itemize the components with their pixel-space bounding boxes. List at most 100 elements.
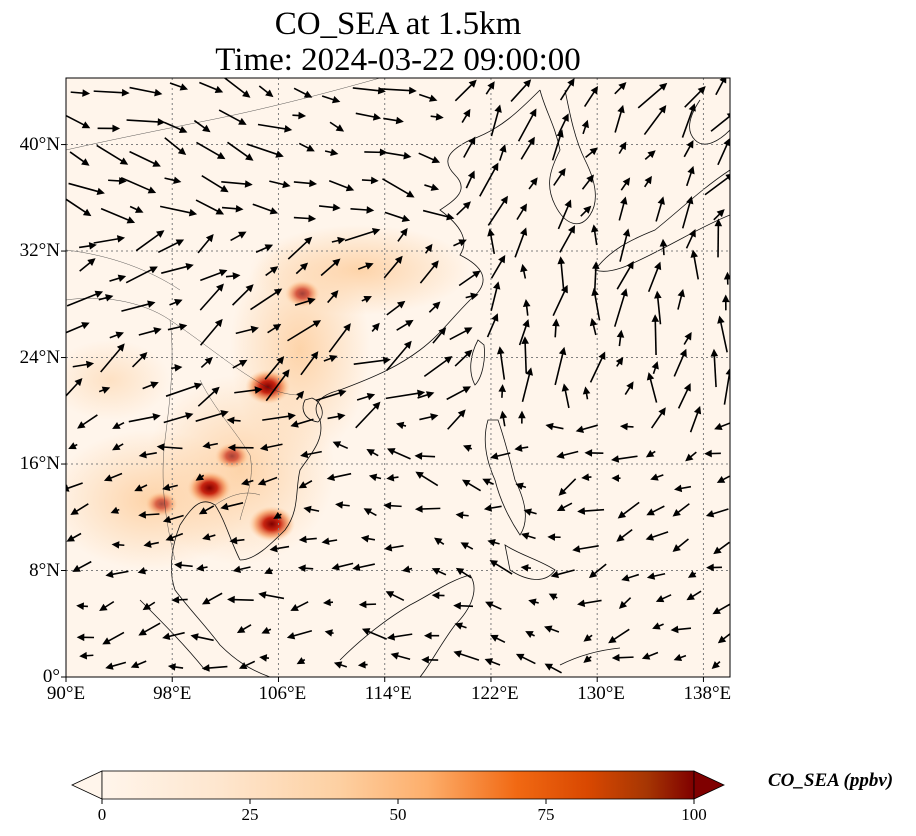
wind-arrow (232, 359, 248, 369)
wind-arrow (618, 196, 628, 221)
lat-tick-label: 16°N (19, 453, 60, 475)
wind-arrow (350, 206, 375, 214)
wind-arrow (643, 105, 667, 136)
wind-arrow (715, 78, 727, 96)
wind-arrow (129, 205, 144, 213)
wind-arrow (447, 409, 466, 430)
wind-arrow (79, 258, 96, 272)
wind-arrow (386, 633, 413, 641)
wind-arrow (613, 288, 628, 327)
coastline-layer (139, 89, 730, 677)
wind-arrow (262, 412, 296, 421)
wind-arrow (273, 511, 282, 519)
wind-arrow (544, 663, 562, 674)
lat-tick-label: 8°N (29, 559, 60, 581)
wind-arrow (521, 367, 534, 403)
wind-arrow (379, 86, 417, 95)
wind-arrow (265, 266, 279, 277)
wind-arrow (162, 483, 178, 492)
colorbar-extend-min (71, 770, 103, 800)
wind-arrow (319, 203, 341, 212)
wind-arrow (641, 651, 659, 660)
lon-tick-label: 106°E (258, 683, 307, 704)
wind-arrow (356, 392, 376, 401)
wind-arrow (142, 601, 156, 611)
wind-arrow (76, 633, 95, 642)
wind-arrow (261, 626, 272, 634)
wind-arrow (714, 218, 723, 258)
wind-arrow (332, 441, 349, 450)
wind-arrow (221, 204, 244, 213)
wind-arrow (195, 473, 205, 481)
wind-arrow (523, 508, 537, 516)
wind-arrow (303, 505, 320, 514)
wind-arrow (199, 81, 224, 93)
wind-arrow (401, 565, 413, 573)
wind-arrow (238, 660, 256, 669)
wind-arrow (458, 270, 481, 287)
wind-arrow (591, 224, 599, 246)
wind-arrow (689, 405, 702, 433)
wind-arrow (125, 266, 158, 284)
hotspot-laos-north (214, 442, 250, 470)
wind-arrow (705, 508, 729, 518)
wind-arrow (201, 664, 228, 672)
wind-arrow (489, 560, 513, 575)
wind-arrow (552, 284, 568, 317)
wind-arrow (324, 629, 334, 637)
wind-arrow (517, 108, 537, 142)
wind-arrow (614, 104, 625, 133)
wind-arrow (446, 386, 471, 401)
wind-arrow (138, 327, 162, 336)
wind-arrow (202, 533, 216, 541)
wind-arrow (199, 283, 224, 311)
wind-arrow (290, 601, 309, 611)
wind-arrow (558, 113, 569, 134)
wind-arrow (326, 472, 352, 482)
wind-arrow (721, 294, 730, 311)
wind-arrow (138, 511, 160, 519)
wind-arrow (66, 377, 83, 398)
wind-arrow (193, 119, 211, 133)
wind-arrow (267, 323, 282, 334)
wind-arrow (510, 79, 532, 102)
wind-arrow (619, 228, 631, 262)
wind-arrow (128, 413, 161, 423)
wind-arrow (499, 410, 508, 427)
colorbar (71, 770, 725, 804)
wind-arrow (617, 501, 640, 519)
wind-arrow (592, 261, 600, 293)
wind-arrow (162, 514, 184, 524)
wind-arrow (321, 95, 341, 104)
wind-arrow (93, 88, 130, 97)
wind-arrow (163, 412, 194, 424)
wind-arrow (265, 369, 290, 402)
wind-arrow (157, 239, 185, 254)
wind-arrow (498, 144, 507, 161)
lat-tick-label: 40°N (19, 133, 60, 155)
wind-arrow (615, 356, 624, 367)
wind-arrow (164, 137, 187, 156)
wind-arrow (618, 141, 627, 155)
lon-tick-label: 122°E (470, 683, 519, 704)
wind-arrow (454, 79, 477, 102)
wind-arrow (687, 570, 697, 578)
wind-arrow (293, 87, 313, 98)
wind-arrow (487, 228, 496, 255)
wind-arrow (143, 540, 159, 548)
wind-arrow (66, 193, 92, 217)
wind-arrow (422, 209, 455, 221)
wind-arrow (577, 507, 605, 515)
wind-arrow (162, 631, 185, 641)
wind-arrow (383, 501, 402, 510)
wind-arrow (584, 449, 604, 457)
wind-arrow (383, 255, 403, 279)
wind-arrow (134, 484, 148, 492)
wind-arrow (171, 596, 188, 604)
wind-arrow (620, 177, 631, 191)
wind-arrow (227, 595, 254, 604)
wind-arrow (295, 262, 309, 275)
wind-arrow (229, 536, 245, 545)
wind-arrow (547, 533, 561, 541)
wind-arrow (287, 320, 322, 342)
